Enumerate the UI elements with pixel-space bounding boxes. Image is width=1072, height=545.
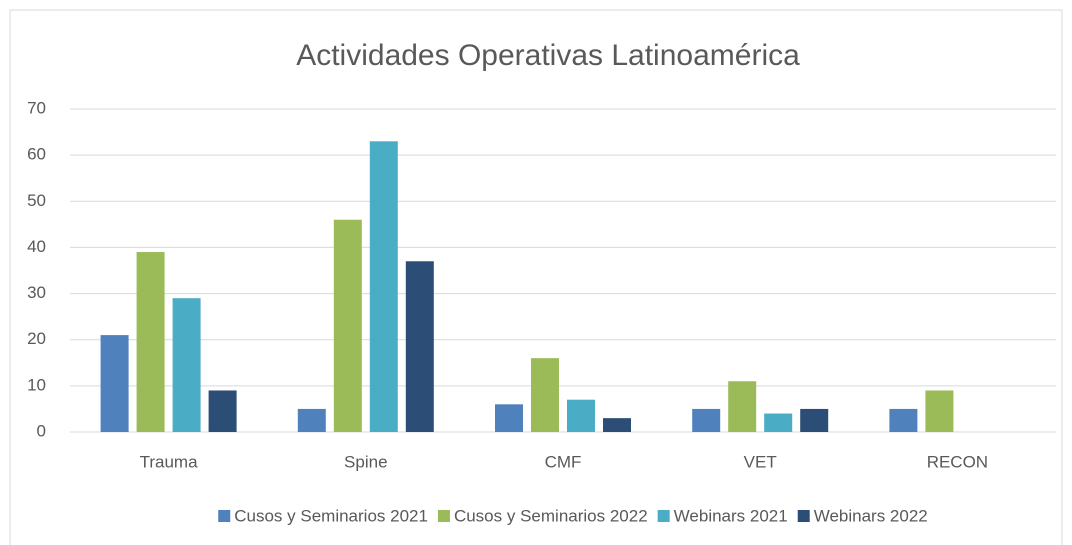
legend-swatch (797, 510, 810, 522)
bar (692, 408, 721, 432)
legend-label: Cusos y Seminarios 2021 (234, 506, 428, 525)
y-tick-label: 30 (27, 283, 46, 302)
bar (297, 408, 326, 432)
bar (925, 390, 954, 432)
y-tick-label: 0 (37, 421, 46, 440)
bar (136, 252, 165, 432)
bar (495, 404, 523, 432)
bar (764, 413, 793, 432)
bar (369, 141, 398, 433)
x-tick-label: VET (744, 452, 777, 471)
y-tick-label: 40 (27, 237, 46, 256)
chart-title: Actividades Operativas Latinoamérica (296, 39, 800, 72)
bar (172, 298, 201, 432)
bar (603, 418, 631, 432)
bar (728, 381, 757, 432)
bar (333, 219, 362, 432)
legend-label: Cusos y Seminarios 2022 (454, 506, 648, 525)
bar (208, 390, 237, 432)
y-tick-label: 20 (27, 329, 46, 348)
bar (889, 408, 918, 432)
bar (405, 261, 434, 432)
x-tick-label: RECON (927, 452, 988, 471)
chart-frame (9, 9, 1063, 545)
y-tick-label: 60 (27, 145, 46, 164)
bar (100, 335, 129, 432)
bar (567, 399, 595, 432)
legend-label: Webinars 2021 (674, 506, 788, 525)
y-tick-label: 50 (27, 191, 46, 210)
x-tick-label: Trauma (140, 452, 198, 471)
y-tick-label: 70 (27, 98, 46, 117)
legend-swatch (437, 510, 450, 522)
bar (800, 408, 829, 432)
legend-swatch (218, 510, 231, 522)
y-tick-label: 10 (27, 375, 46, 394)
legend-swatch (657, 510, 670, 522)
bar (531, 358, 559, 432)
legend-label: Webinars 2022 (814, 506, 928, 525)
x-tick-label: Spine (344, 452, 387, 471)
x-tick-label: CMF (545, 452, 582, 471)
